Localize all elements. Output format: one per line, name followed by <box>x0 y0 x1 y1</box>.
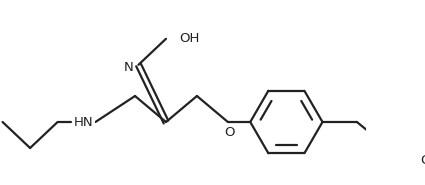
Text: O: O <box>224 125 235 139</box>
Text: OH: OH <box>180 32 200 45</box>
Text: HN: HN <box>74 115 93 129</box>
Text: N: N <box>124 61 133 74</box>
Text: O: O <box>420 154 425 166</box>
